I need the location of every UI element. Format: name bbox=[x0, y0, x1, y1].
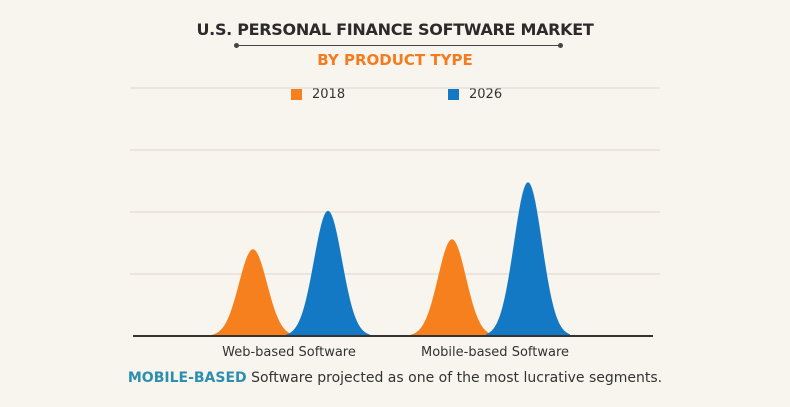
chart-subtitle: BY PRODUCT TYPE bbox=[317, 51, 473, 69]
x-tick-label: Web-based Software bbox=[222, 345, 356, 360]
x-tick-label: Mobile-based Software bbox=[421, 345, 569, 360]
footer-caption: MOBILE-BASED Software projected as one o… bbox=[0, 370, 790, 386]
legend-item-2018: 2018 bbox=[291, 87, 345, 102]
chart-title: U.S. PERSONAL FINANCE SOFTWARE MARKET bbox=[196, 20, 594, 39]
legend-label: 2018 bbox=[312, 87, 346, 102]
legend-swatch bbox=[291, 89, 302, 100]
divider-dot bbox=[558, 43, 563, 48]
footer-highlight: MOBILE-BASED bbox=[127, 370, 247, 386]
title-divider bbox=[236, 45, 560, 46]
legend-item-2026: 2026 bbox=[448, 87, 502, 102]
legend-label: 2026 bbox=[469, 87, 503, 102]
peak-2018-1 bbox=[410, 239, 494, 336]
peak-2018-0 bbox=[211, 249, 295, 336]
divider-dot bbox=[234, 43, 239, 48]
peak-2026-1 bbox=[486, 182, 570, 336]
peak-2026-0 bbox=[286, 210, 370, 336]
legend-swatch bbox=[448, 89, 459, 100]
footer-text: Software projected as one of the most lu… bbox=[246, 370, 663, 386]
